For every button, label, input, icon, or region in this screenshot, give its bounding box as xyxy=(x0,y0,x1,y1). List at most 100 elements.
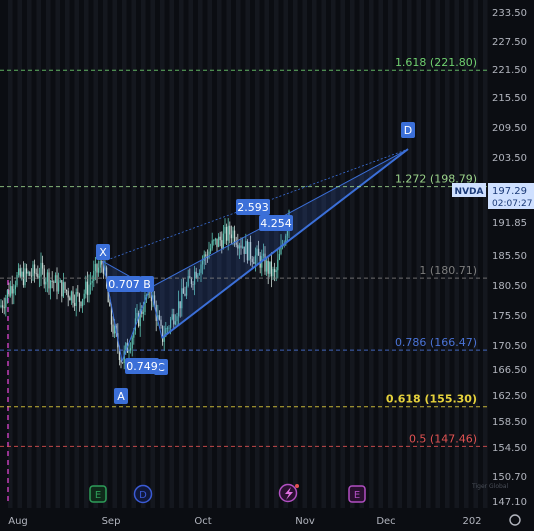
candle-body xyxy=(98,267,100,273)
session-stripe xyxy=(397,0,402,508)
session-stripe xyxy=(473,0,478,508)
price-axis-bg xyxy=(488,0,534,531)
candle-body xyxy=(128,350,130,353)
ratio-labels: 0.707 0.749 2.593 4.254 xyxy=(107,199,293,374)
candle-body xyxy=(158,315,160,320)
point-badge-bg xyxy=(96,244,110,260)
candle-body xyxy=(93,270,95,281)
candle-body xyxy=(112,324,114,334)
candle-body xyxy=(256,248,258,256)
candle-body xyxy=(176,316,178,322)
session-stripe xyxy=(283,0,288,508)
price-tick-label: 215.50 xyxy=(492,93,527,104)
candle-body xyxy=(8,290,10,296)
candle-body xyxy=(168,327,170,329)
candle-body xyxy=(178,301,180,317)
candle-body xyxy=(235,242,237,245)
session-stripe xyxy=(369,0,374,508)
candle-body xyxy=(162,325,164,342)
event-marker-label: E xyxy=(354,490,360,501)
candle-body xyxy=(210,248,212,252)
candle-body xyxy=(250,241,252,259)
candle-body xyxy=(182,288,184,294)
candle-body xyxy=(40,262,42,277)
candle-body xyxy=(192,284,194,285)
ratio-label: 4.254 xyxy=(260,217,292,230)
candle-body xyxy=(253,262,255,264)
candle-body xyxy=(94,264,96,271)
event-marker-label: D xyxy=(139,490,147,501)
fib-label: 0.5 (147.46) xyxy=(409,432,477,445)
time-tick-label: Sep xyxy=(102,516,121,527)
last-price-tag: NVDA 197.29 02:07:27 xyxy=(452,183,534,209)
time-axis: Aug Sep Oct Nov Dec 202 xyxy=(0,508,534,531)
candle-body xyxy=(96,264,98,273)
candle-body xyxy=(130,348,132,351)
session-stripe xyxy=(8,0,13,508)
candle-body xyxy=(165,327,167,337)
candle-body xyxy=(58,282,60,292)
point-label-d: D xyxy=(404,124,412,137)
gear-icon xyxy=(509,514,521,526)
session-stripe xyxy=(46,0,51,508)
session-stripe xyxy=(236,0,241,508)
candle-body xyxy=(229,225,231,235)
candle-body xyxy=(120,360,122,363)
price-tick-label: 185.50 xyxy=(492,251,527,262)
price-tick-label: 227.50 xyxy=(492,37,527,48)
candle-body xyxy=(139,309,141,327)
candle-body xyxy=(83,293,85,300)
candle-body xyxy=(35,273,37,275)
session-stripe xyxy=(141,0,146,508)
fib-label: 1.618 (221.80) xyxy=(395,56,477,69)
session-stripe xyxy=(207,0,212,508)
watermark: Tiger Global xyxy=(471,483,508,490)
candle-body xyxy=(275,270,277,273)
candle-body xyxy=(107,286,109,303)
session-stripe xyxy=(150,0,155,508)
session-stripe xyxy=(340,0,345,508)
candle-body xyxy=(34,264,36,274)
candle-body xyxy=(280,245,282,255)
candle-body xyxy=(32,264,34,276)
candle-body xyxy=(227,225,229,241)
candle-body xyxy=(24,268,26,286)
candle-body xyxy=(42,262,44,269)
candle-body xyxy=(174,321,176,325)
ratio-badge-bg xyxy=(107,276,141,292)
candle-body xyxy=(226,226,228,241)
fib-label: 1.272 (198.79) xyxy=(395,173,477,186)
candle-body xyxy=(106,267,108,287)
candle-body xyxy=(150,291,152,302)
candle-body xyxy=(248,241,250,261)
session-stripe xyxy=(188,0,193,508)
candle-body xyxy=(2,305,4,308)
price-tick-label: 147.10 xyxy=(492,497,527,508)
candle-body xyxy=(179,301,181,309)
session-stripe xyxy=(331,0,336,508)
candle-body xyxy=(64,282,66,291)
candle-body xyxy=(286,230,288,236)
ratio-label: 2.593 xyxy=(237,201,269,214)
candle-body xyxy=(6,290,8,299)
candle-body xyxy=(141,309,143,314)
session-stripe xyxy=(483,0,488,508)
candle-body xyxy=(77,292,79,294)
candle-body xyxy=(187,276,189,286)
candle-body xyxy=(3,307,5,309)
session-stripe xyxy=(407,0,412,508)
candle-body xyxy=(266,260,268,272)
session-stripe xyxy=(350,0,355,508)
candle-body xyxy=(5,298,7,308)
candle-body xyxy=(50,280,52,289)
session-stripe xyxy=(169,0,174,508)
session-stripe xyxy=(378,0,383,508)
point-label-c: C xyxy=(157,361,165,374)
candle-body xyxy=(251,258,253,263)
candle-body xyxy=(221,240,223,249)
last-price-bg xyxy=(488,183,534,209)
candle-body xyxy=(144,295,146,313)
